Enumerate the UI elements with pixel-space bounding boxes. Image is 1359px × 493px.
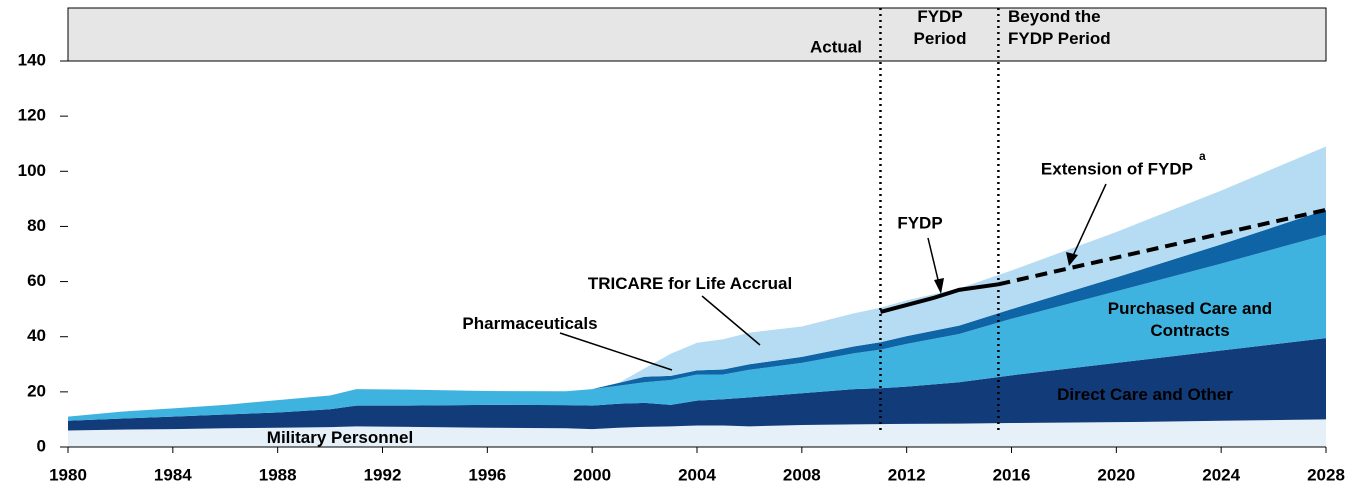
area — [68, 338, 1326, 431]
annotation-superscript: a — [1199, 149, 1206, 163]
area — [68, 146, 1326, 417]
x-tick-label: 1996 — [468, 465, 506, 484]
x-tick-label: 2000 — [573, 465, 611, 484]
series-label: Military Personnel — [266, 428, 414, 447]
x-tick-label: 1984 — [154, 465, 192, 484]
arrowhead — [934, 278, 944, 294]
area — [68, 419, 1326, 447]
series-label: Direct Care and Other — [1057, 385, 1233, 404]
period-label: Actual — [810, 37, 862, 56]
x-tick-label: 2028 — [1307, 465, 1345, 484]
series-label: Purchased Care and Contracts — [1107, 299, 1273, 340]
y-tick-label: 0 — [37, 436, 46, 455]
leader — [701, 295, 761, 346]
y-tick-label: 120 — [18, 106, 46, 125]
series-label: TRICARE for Life Accrual — [587, 274, 793, 293]
y-tick-label: 40 — [27, 326, 46, 345]
x-tick-label: 1992 — [364, 465, 402, 484]
annotation: Extension of FYDP — [1041, 159, 1193, 178]
y-tick-label: 20 — [27, 381, 46, 400]
x-tick-label: 1988 — [259, 465, 297, 484]
x-tick-label: 2008 — [783, 465, 821, 484]
y-tick-label: 80 — [27, 216, 46, 235]
arrowhead — [1066, 252, 1078, 266]
leader — [559, 332, 673, 371]
y-tick-label: 140 — [18, 50, 46, 69]
leader — [1071, 183, 1107, 259]
period-label: Beyond the FYDP Period — [1008, 7, 1111, 48]
area — [68, 234, 1326, 421]
fydp-line — [879, 282, 999, 314]
header-band — [67, 7, 1327, 62]
y-tick-label: 100 — [18, 161, 46, 180]
series-label: Pharmaceuticals — [462, 314, 598, 333]
x-tick-label: 2012 — [888, 465, 926, 484]
x-tick-label: 2024 — [1202, 465, 1240, 484]
x-tick-label: 2004 — [678, 465, 716, 484]
annotation: FYDP — [897, 213, 942, 232]
x-tick-label: 1980 — [49, 465, 87, 484]
period-label: FYDP Period — [913, 7, 967, 48]
x-tick-label: 2020 — [1097, 465, 1135, 484]
y-tick-label: 60 — [27, 271, 46, 290]
x-tick-label: 2016 — [993, 465, 1031, 484]
